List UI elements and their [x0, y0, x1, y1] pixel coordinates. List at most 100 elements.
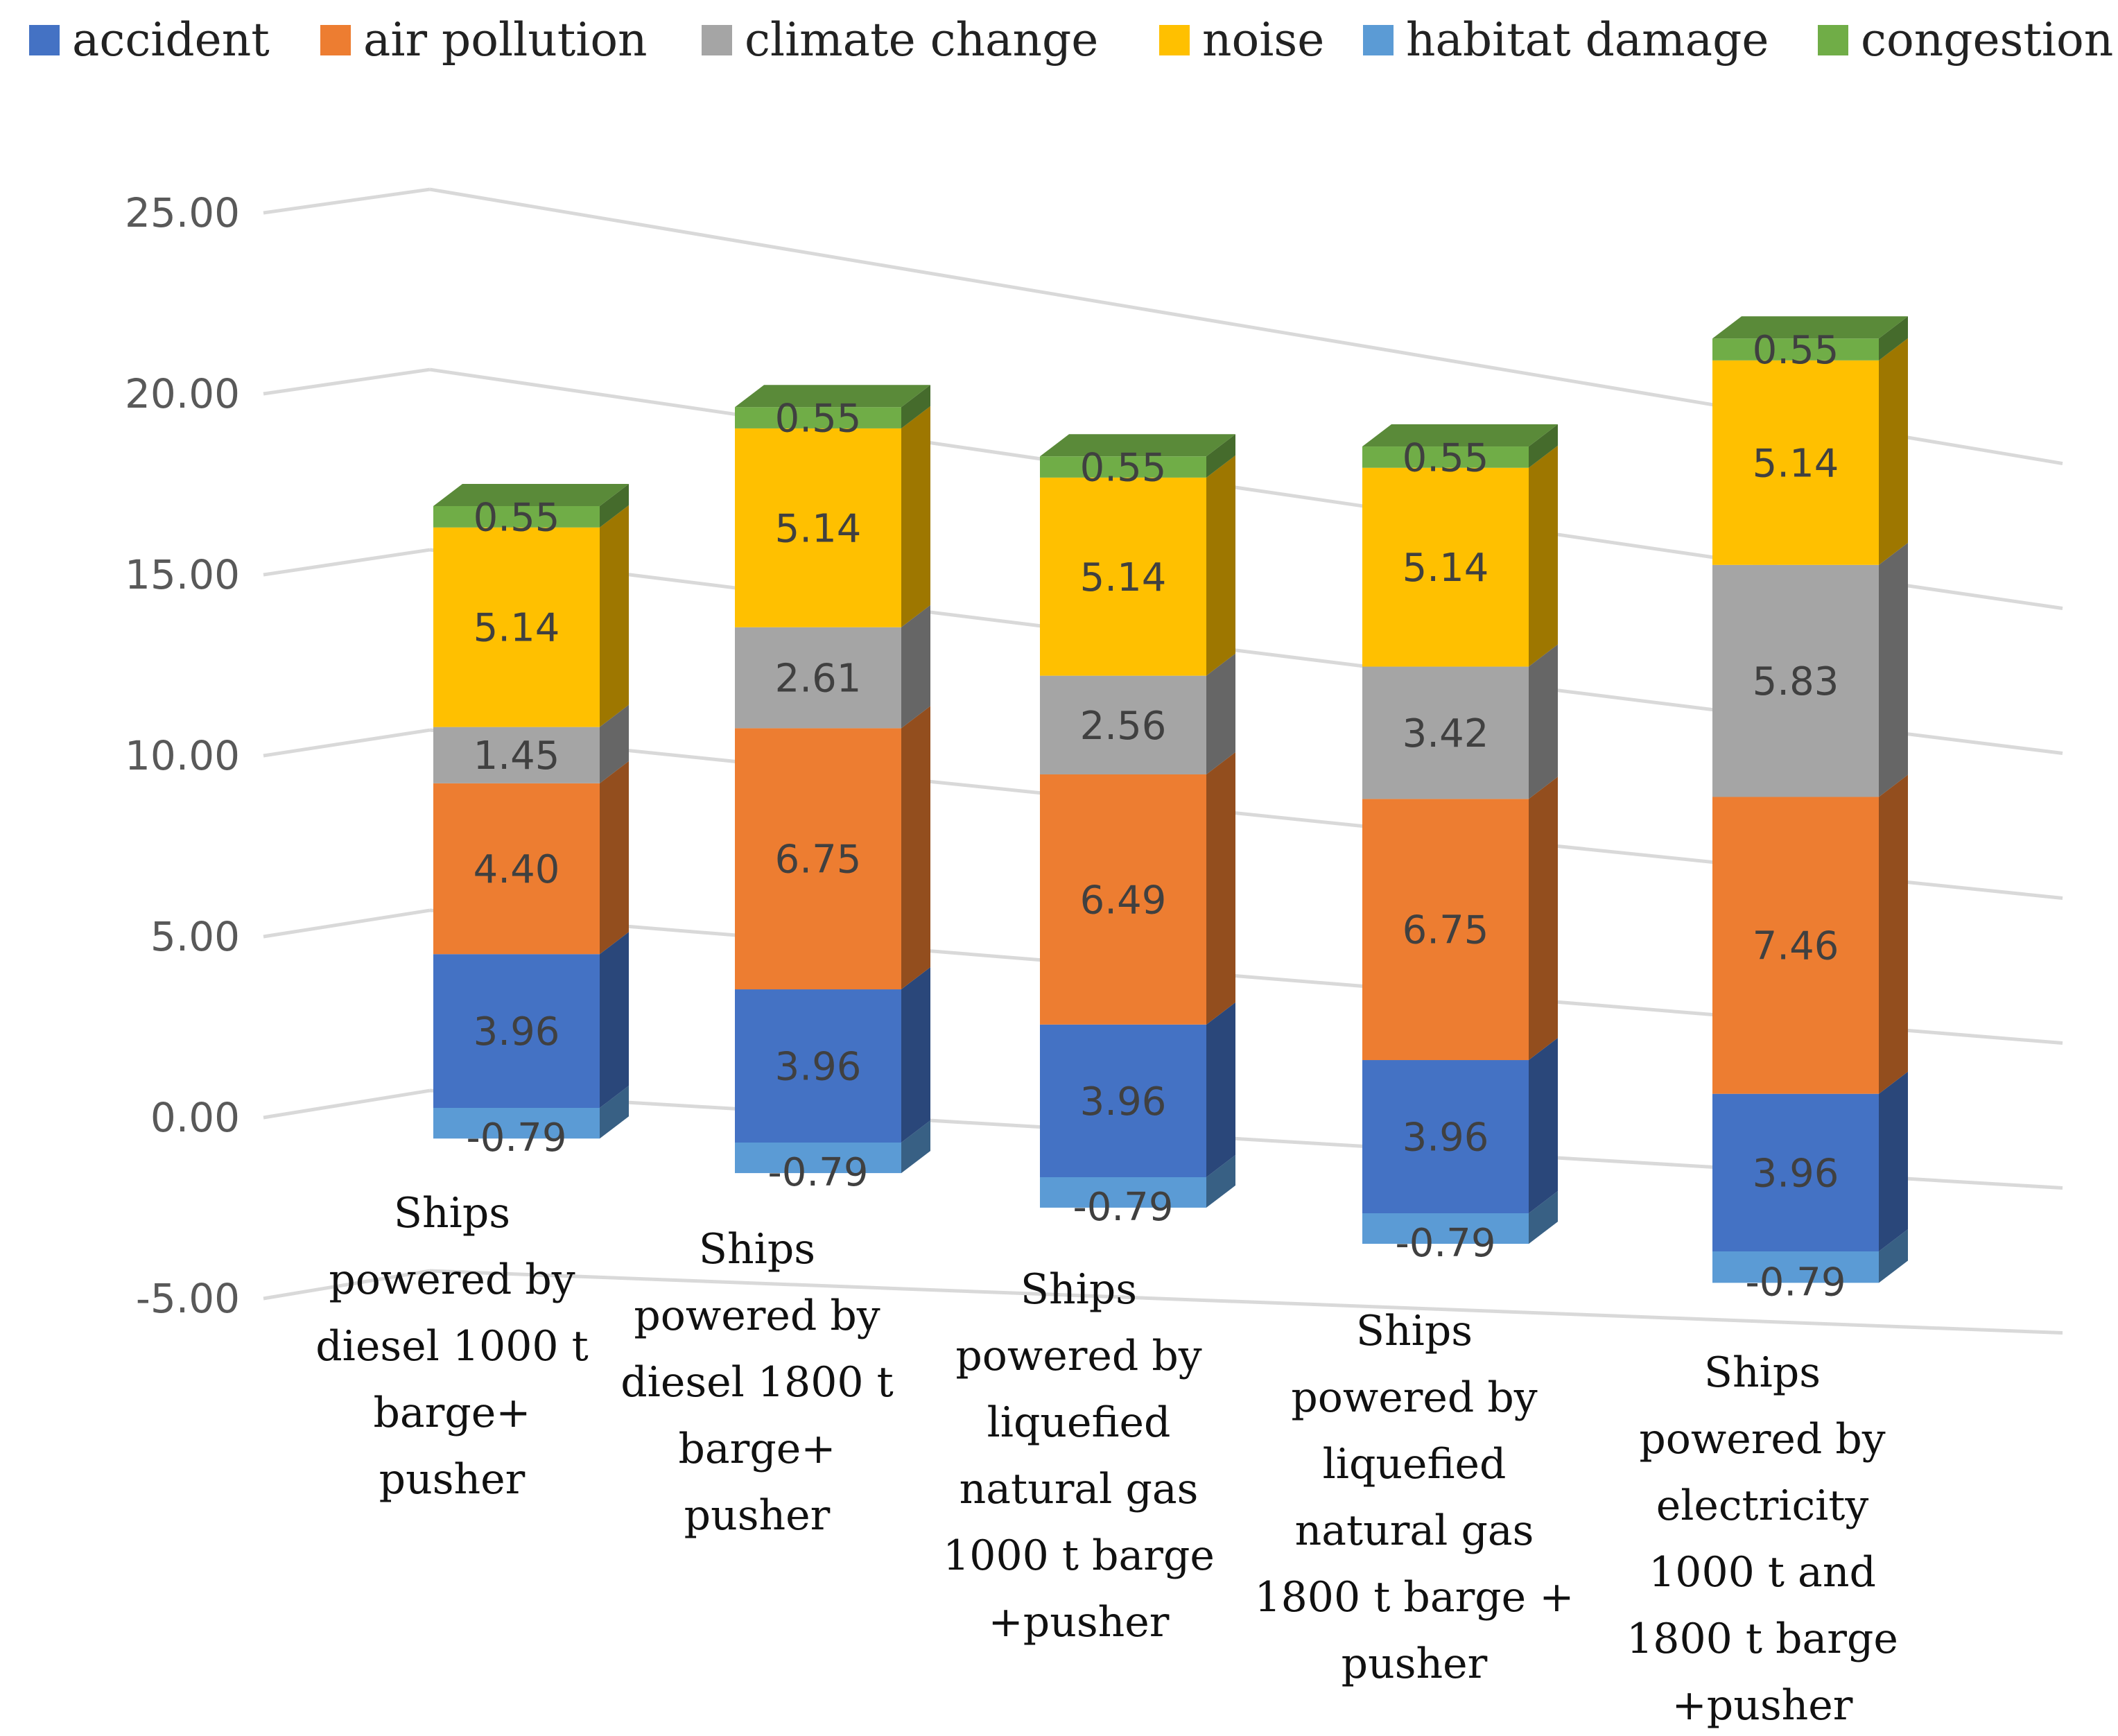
bar-noise-5: 5.14 [1712, 338, 1908, 565]
bar-front [1362, 799, 1529, 1061]
bar-side [1879, 1229, 1908, 1283]
category-label-line: Ships [699, 1225, 815, 1274]
bar-front [1040, 774, 1206, 1025]
legend-item-accident: accident [29, 13, 270, 67]
data-label-air-pollution: 6.49 [1080, 878, 1167, 923]
legend-swatch [320, 25, 351, 55]
gridline-side [263, 548, 431, 577]
category-label-line: diesel 1800 t [620, 1358, 894, 1407]
bar-side [600, 505, 629, 727]
bar-habitat-damage-1: -0.79 [433, 1086, 629, 1161]
legend-label: accident [72, 13, 270, 67]
bar-front [1712, 1093, 1879, 1251]
bar-stack-2: -0.79 3.96 6.75 2.61 5.14 0.55 [735, 385, 930, 1195]
bar-front [1712, 797, 1879, 1094]
y-tick-label: 10.00 [125, 732, 240, 779]
bar-front [1362, 446, 1529, 468]
bar-front [433, 506, 600, 528]
category-label-line: diesel 1000 t [315, 1322, 589, 1371]
bar-top [735, 385, 930, 408]
bar-congestion-3: 0.55 [1040, 434, 1235, 491]
legend-item-climate-change: climate change [702, 13, 1098, 67]
bar-noise-4: 5.14 [1362, 445, 1558, 667]
bar-climate-change-2: 2.61 [735, 605, 930, 729]
category-label-line: 1000 t and [1649, 1548, 1876, 1597]
legend-swatch [1363, 25, 1394, 55]
data-label-habitat-damage: -0.79 [1073, 1185, 1174, 1230]
bar-side [1206, 434, 1235, 478]
bar-accident-5: 3.96 [1712, 1071, 1908, 1251]
legend-swatch [702, 25, 732, 55]
bar-side [1879, 316, 1908, 361]
gridline-side [263, 1088, 431, 1120]
data-label-air-pollution: 7.46 [1753, 924, 1839, 969]
category-label-2: Ships powered by diesel 1800 t barge+ pusher [620, 1225, 894, 1540]
bar-front [433, 527, 600, 727]
bar-front [1040, 1177, 1206, 1208]
y-tick-label: 25.00 [125, 189, 240, 236]
data-label-habitat-damage: -0.79 [1746, 1260, 1846, 1305]
bar-side [1206, 752, 1235, 1025]
category-label-line: +pusher [989, 1598, 1170, 1647]
data-label-air-pollution: 4.40 [474, 847, 560, 892]
gridline-side [263, 367, 431, 396]
bar-front [1362, 666, 1529, 799]
bar-front [735, 1143, 901, 1174]
bar-front [1362, 467, 1529, 667]
category-label-line: pusher [684, 1491, 831, 1540]
gridline-back [429, 1269, 2063, 1335]
data-label-noise: 5.14 [474, 606, 560, 651]
data-label-habitat-damage: -0.79 [768, 1150, 869, 1195]
bar-side [1529, 424, 1558, 468]
data-label-congestion: 0.55 [775, 397, 862, 442]
bar-accident-1: 3.96 [433, 932, 629, 1108]
category-label-4: Ships powered by liquefied natural gas 1800 … [1254, 1307, 1574, 1688]
bar-side [1529, 776, 1558, 1061]
data-label-climate-change: 1.45 [474, 734, 560, 779]
legend-label: congestion [1861, 13, 2113, 67]
bar-front [1362, 1213, 1529, 1244]
bar-stack-1: -0.79 3.96 4.40 1.45 5.14 0.55 [433, 484, 629, 1161]
bar-side [901, 385, 930, 428]
legend-swatch [1159, 25, 1190, 55]
bar-noise-1: 5.14 [433, 505, 629, 727]
data-label-accident: 3.96 [775, 1045, 862, 1090]
bar-side [600, 704, 629, 783]
bar-air-pollution-1: 4.40 [433, 761, 629, 955]
data-label-climate-change: 3.42 [1403, 711, 1489, 756]
bar-climate-change-3: 2.56 [1040, 653, 1235, 774]
legend-item-congestion: congestion [1818, 13, 2113, 67]
category-label-line: +pusher [1672, 1681, 1853, 1730]
data-label-climate-change: 2.61 [775, 657, 862, 702]
bar-habitat-damage-5: -0.79 [1712, 1229, 1908, 1305]
data-label-air-pollution: 6.75 [775, 837, 862, 883]
data-label-congestion: 0.55 [1080, 446, 1167, 491]
category-label-line: barge+ [373, 1389, 530, 1437]
category-label-line: powered by [1291, 1373, 1537, 1422]
bar-stack-5: -0.79 3.96 7.46 5.83 5.14 0.55 [1712, 316, 1908, 1305]
category-label-line: liquefied [1323, 1440, 1507, 1488]
data-label-noise: 5.14 [1753, 441, 1839, 486]
gridline-side [263, 908, 431, 939]
bar-air-pollution-3: 6.49 [1040, 752, 1235, 1025]
bar-accident-4: 3.96 [1362, 1038, 1558, 1213]
data-label-accident: 3.96 [1753, 1151, 1839, 1196]
bar-side [600, 484, 629, 528]
category-label-line: powered by [955, 1332, 1201, 1380]
bar-front [735, 627, 901, 729]
category-label-line: 1000 t barge [943, 1531, 1215, 1580]
bar-air-pollution-2: 6.75 [735, 706, 930, 990]
bar-front [1040, 1024, 1206, 1177]
bar-front [1040, 477, 1206, 676]
bar-congestion-1: 0.55 [433, 484, 629, 540]
bar-front [1040, 675, 1206, 774]
category-label-line: electricity [1656, 1482, 1869, 1530]
bar-side [1529, 1038, 1558, 1213]
bar-climate-change-5: 5.83 [1712, 542, 1908, 797]
category-label-line: powered by [634, 1292, 880, 1340]
bar-side [901, 967, 930, 1143]
bar-front [1712, 1251, 1879, 1283]
bar-congestion-4: 0.55 [1362, 424, 1558, 480]
y-tick-label: 15.00 [125, 551, 240, 598]
